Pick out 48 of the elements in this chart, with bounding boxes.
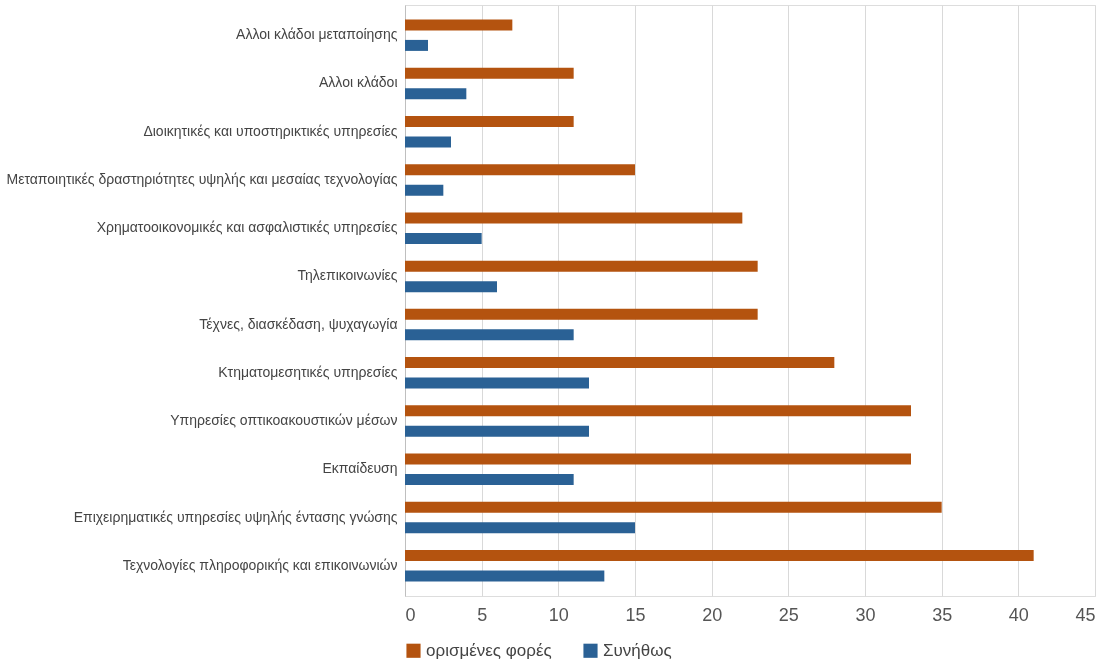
y-tick-label: Εκπαίδευση [322, 460, 398, 477]
bar [405, 184, 444, 196]
y-tick-label: Υπηρεσίες οπτικοακουστικών μέσων [170, 412, 398, 429]
x-tick-label: 20 [702, 604, 723, 625]
y-tick-label: Τέχνες, διασκέδαση, ψυχαγωγία [199, 315, 398, 332]
x-tick-label: 45 [1075, 604, 1096, 625]
x-tick-label: 10 [548, 604, 569, 625]
y-tick-label: Μεταποιητικές δραστηριότητες υψηλής και μεσαίας τεχνολογίας [6, 170, 398, 187]
y-tick-label: Αλλοι κλάδοι μεταποίησης [236, 26, 398, 43]
bar [405, 329, 574, 341]
bar [405, 377, 589, 389]
x-tick-label: 0 [405, 604, 416, 625]
legend-label: ορισμένες φορές [426, 640, 552, 660]
y-tick-label: Χρηματοοικονομικές και ασφαλιστικές υπηρεσίες [96, 219, 398, 236]
bar [405, 39, 428, 51]
y-tick-label: Επιχειρηματικές υπηρεσίες υψηλής έντασης γνώσης [73, 508, 398, 525]
bar [405, 501, 942, 513]
bar [405, 425, 589, 437]
bar [405, 550, 1034, 562]
y-tick-label: Τεχνολογίες πληροφορικής και επικοινωνιών [122, 556, 398, 573]
x-tick-label: 5 [477, 604, 488, 625]
bar [405, 115, 574, 127]
x-tick-label: 15 [625, 604, 646, 625]
bar [405, 19, 513, 31]
bar [405, 357, 835, 369]
bar [405, 405, 911, 417]
bar [405, 260, 758, 272]
bar [405, 212, 743, 224]
bar [405, 570, 605, 582]
bar [405, 281, 497, 293]
bar [405, 67, 574, 79]
bar [405, 232, 482, 244]
bar [405, 453, 911, 465]
bar [405, 88, 467, 100]
bar [405, 474, 574, 486]
y-tick-label: Αλλοι κλάδοι [319, 74, 398, 91]
bar [405, 522, 635, 534]
x-tick-label: 30 [855, 604, 876, 625]
bar [405, 136, 451, 148]
y-tick-label: Κτηματομεσητικές υπηρεσίες [218, 363, 398, 380]
y-tick-label: Τηλεπικοινωνίες [297, 267, 398, 284]
legend-label: Συνήθως [603, 640, 672, 660]
bar [405, 164, 635, 176]
x-tick-label: 25 [778, 604, 799, 625]
x-tick-label: 35 [932, 604, 953, 625]
bar [405, 308, 758, 320]
y-tick-label: Διοικητικές και υποστηρικτικές υπηρεσίες [143, 122, 398, 139]
x-tick-label: 40 [1008, 604, 1029, 625]
